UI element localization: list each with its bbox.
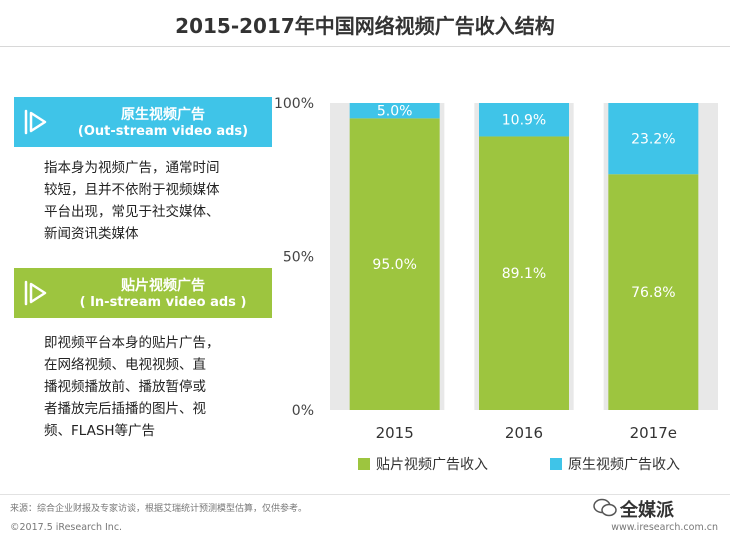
- data-label: 5.0%: [377, 104, 413, 120]
- bar-segment: [479, 103, 569, 137]
- bar-segment: [349, 103, 440, 119]
- data-label: 10.9%: [502, 113, 546, 129]
- y-tick-label: 50%: [283, 250, 314, 266]
- play-icon: [24, 280, 47, 306]
- desc-line: 指本身为视频广告，通常时间: [44, 160, 220, 176]
- desc-line: 频、FLASH等广告: [44, 423, 156, 439]
- source-note: 来源：综合企业财报及专家访谈，根据艾瑞统计预测模型估算，仅供参考。: [10, 504, 308, 514]
- wechat-icon: [593, 498, 617, 517]
- bar-segment: [479, 136, 569, 410]
- bar-segment: [608, 174, 699, 410]
- watermark: 全媒派: [620, 500, 674, 521]
- bar-gap: [573, 103, 604, 410]
- desc-line: 在网络视频、电视视频、直: [44, 357, 206, 373]
- chart-title: 2015-2017年中国网络视频广告收入结构: [175, 14, 555, 38]
- outstream-description: 指本身为视频广告，通常时间 较短，且并不依附于视频媒体 平台出现，常见于社交媒体…: [44, 157, 274, 245]
- stacked-bar-chart: 0% 50% 100% 95.0% 5.0% 2015 89.1% 10.9% 2016 76.8…: [274, 96, 718, 442]
- data-label: 89.1%: [502, 266, 546, 282]
- bar-segment: [349, 118, 440, 410]
- footer-divider: [0, 494, 730, 495]
- y-tick-label: 100%: [274, 96, 314, 112]
- x-tick-label: 2016: [505, 424, 543, 442]
- instream-title-en: ( In-stream video ads ): [79, 295, 247, 310]
- desc-line: 平台出现，常见于社交媒体、: [44, 204, 220, 220]
- outstream-banner: 原生视频广告 (Out-stream video ads): [14, 97, 272, 147]
- x-tick-label: 2015: [376, 424, 414, 442]
- outstream-title-en: (Out-stream video ads): [77, 124, 249, 139]
- data-label: 95.0%: [372, 257, 416, 273]
- outstream-title-cn: 原生视频广告: [121, 107, 205, 123]
- data-label: 23.2%: [631, 132, 675, 148]
- legend-item-instream: 贴片视频广告收入: [358, 454, 488, 474]
- play-icon: [24, 109, 47, 135]
- bar-gap: [444, 103, 475, 410]
- desc-line: 者播放完后插播的图片、视: [44, 401, 206, 417]
- desc-line: 较短，且并不依附于视频媒体: [44, 182, 220, 198]
- legend-item-outstream: 原生视频广告收入: [550, 454, 680, 474]
- legend-label: 贴片视频广告收入: [376, 457, 488, 473]
- y-tick-label: 0%: [292, 403, 314, 419]
- x-tick-label: 2017e: [630, 424, 677, 442]
- title-divider: [0, 46, 730, 47]
- desc-line: 新闻资讯类媒体: [44, 226, 139, 242]
- bar-segment: [608, 103, 699, 175]
- instream-description: 即视频平台本身的贴片广告， 在网络视频、电视视频、直 播视频播放前、播放暂停或 …: [44, 332, 274, 442]
- desc-line: 即视频平台本身的贴片广告，: [44, 335, 220, 351]
- instream-title-cn: 贴片视频广告: [121, 278, 205, 294]
- legend-swatch: [358, 458, 370, 470]
- legend-swatch: [550, 458, 562, 470]
- site-url: www.iresearch.com.cn: [611, 522, 718, 533]
- legend-label: 原生视频广告收入: [568, 457, 680, 473]
- copyright: ©2017.5 iResearch Inc.: [10, 522, 123, 533]
- desc-line: 播视频播放前、播放暂停或: [44, 379, 206, 395]
- instream-banner: 贴片视频广告 ( In-stream video ads ): [14, 268, 272, 318]
- data-label: 76.8%: [631, 285, 675, 301]
